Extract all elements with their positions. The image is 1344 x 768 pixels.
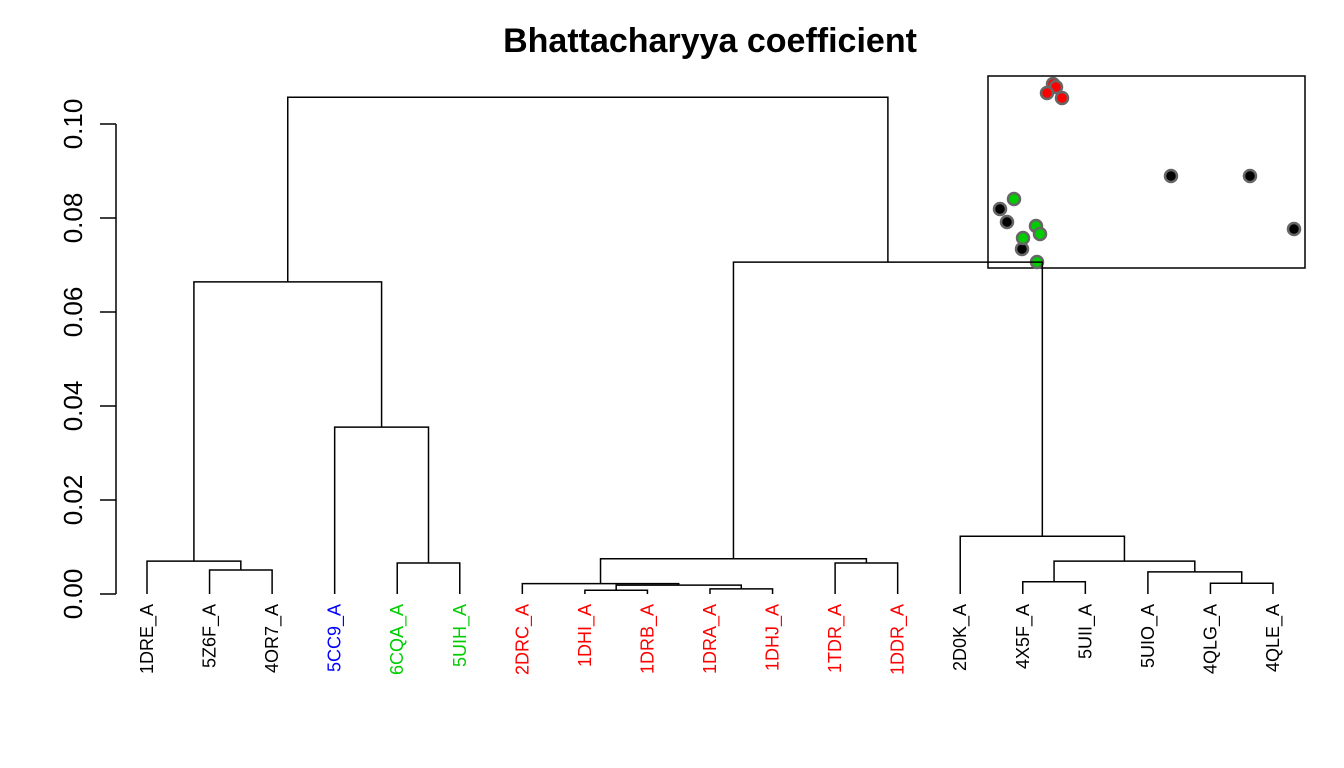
leaf-label: 4X5F_A — [1013, 604, 1034, 669]
y-tick-label: 0.10 — [58, 99, 88, 150]
inset-point — [1015, 230, 1031, 246]
dendrogram-link — [208, 569, 273, 594]
inset-point — [1039, 85, 1055, 101]
dendrogram-link — [834, 562, 899, 594]
leaf-label: 1DHJ_A — [763, 604, 784, 671]
inset-frame — [987, 75, 1306, 269]
leaf-label: 1DDR_A — [888, 604, 909, 675]
leaf-label: 1DHI_A — [575, 604, 596, 667]
inset-point — [1006, 191, 1022, 207]
dendrogram-link — [146, 560, 242, 594]
y-tick-label: 0.00 — [58, 569, 88, 620]
dendrogram-link — [396, 562, 461, 594]
leaf-label: 1DRA_A — [700, 604, 721, 674]
inset-point — [992, 201, 1008, 217]
dendrogram-link — [709, 588, 774, 594]
dendrogram-link — [599, 558, 868, 584]
inset-point — [1032, 226, 1048, 242]
leaf-label: 5UIH_A — [450, 604, 471, 667]
leaf-label: 4QLG_A — [1200, 604, 1221, 674]
dendrogram-link — [732, 261, 1044, 559]
dendrogram-link — [959, 535, 1126, 594]
dendrogram-link — [584, 589, 649, 594]
y-tick-label: 0.02 — [58, 475, 88, 526]
dendrogram-link — [1209, 582, 1274, 594]
leaf-label: 1DRE_A — [137, 604, 158, 674]
dendrogram-link — [193, 281, 383, 562]
leaf-label: 4QLE_A — [1263, 604, 1284, 672]
leaf-label: 5UIO_A — [1138, 604, 1159, 668]
dendrogram-link — [1022, 581, 1087, 594]
inset-point — [1054, 90, 1070, 106]
chart-title: Bhattacharyya coefficient — [503, 22, 917, 60]
leaf-label: 1TDR_A — [825, 604, 846, 673]
y-tick-label: 0.06 — [58, 287, 88, 338]
y-tick-label: 0.04 — [58, 381, 88, 432]
dendrogram-link — [333, 426, 430, 594]
leaf-label: 5Z6F_A — [200, 604, 221, 668]
leaf-label: 6CQA_A — [387, 604, 408, 675]
inset-point — [1286, 221, 1302, 237]
inset-point — [1163, 168, 1179, 184]
leaf-label: 5CC9_A — [325, 604, 346, 672]
leaf-label: 5UII_A — [1075, 604, 1096, 659]
leaf-label: 2DRC_A — [512, 604, 533, 675]
leaf-label: 1DRB_A — [637, 604, 658, 674]
leaf-label: 4OR7_A — [262, 604, 283, 673]
inset — [987, 75, 1306, 270]
leaf-label: 2D0K_A — [950, 604, 971, 671]
inset-point — [1242, 168, 1258, 184]
y-tick-label: 0.08 — [58, 193, 88, 244]
dendrogram-link — [287, 96, 889, 282]
inset-point — [999, 214, 1015, 230]
